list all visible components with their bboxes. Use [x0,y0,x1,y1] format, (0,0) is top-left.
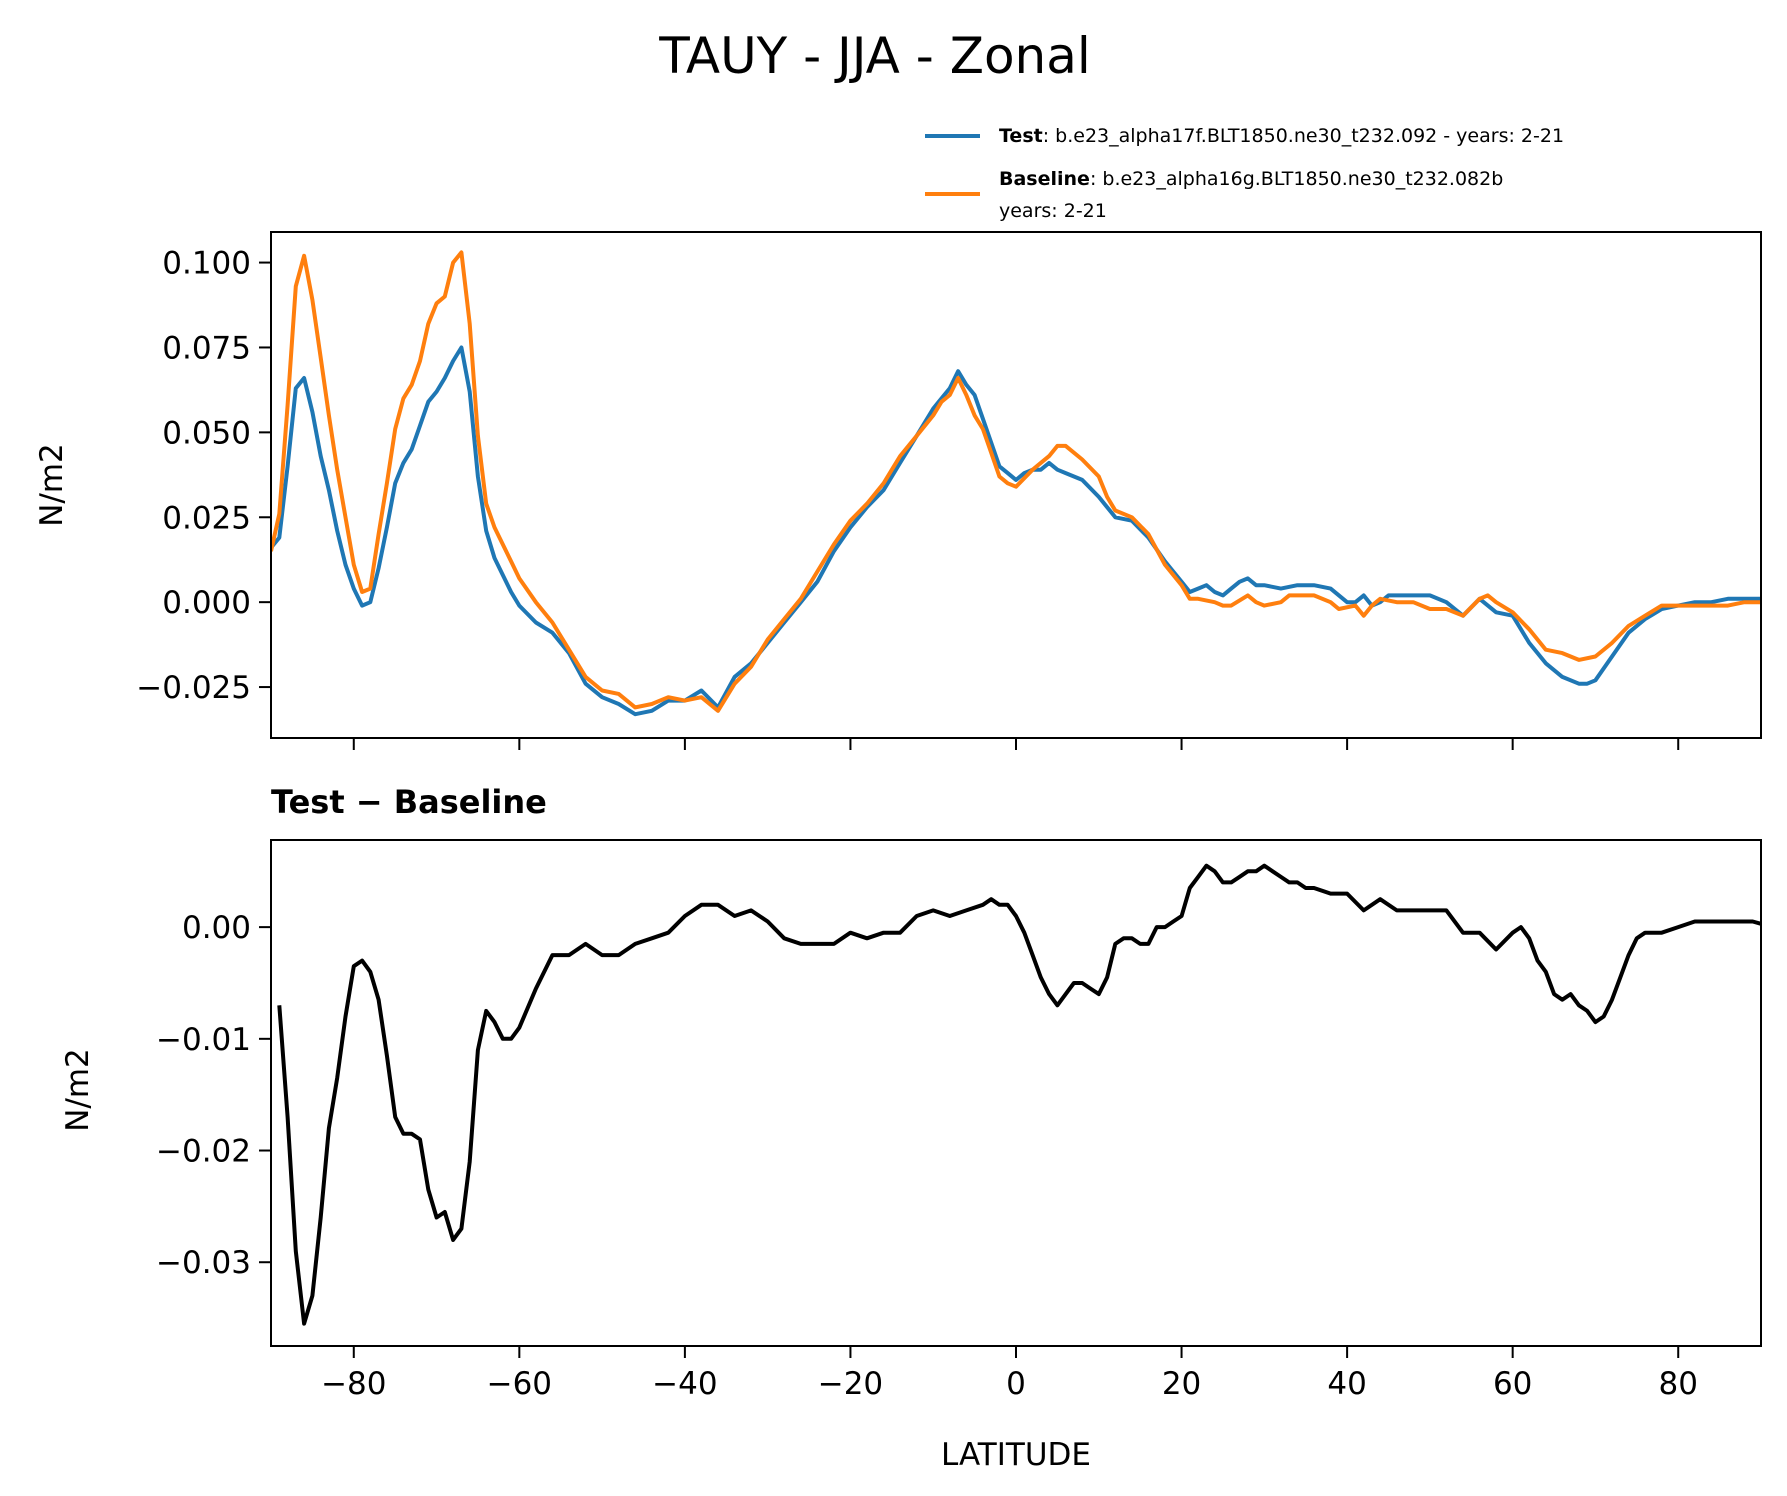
top-y-tick-label: 0.025 [162,500,251,536]
bottom-x-tick-label: 0 [1006,1366,1026,1402]
bottom-x-tick-label: 20 [1162,1366,1201,1402]
legend-baseline-label: Baseline: b.e23_alpha16g.BLT1850.ne30_t2… [999,168,1503,190]
bottom-x-tick-label: 80 [1658,1366,1697,1402]
top-y-tick-label: 0.100 [162,246,251,282]
top-series-group [271,250,1761,717]
legend-baseline-label-line2: years: 2-21 [999,200,1107,222]
bottom-series-group [277,863,1761,1326]
bottom-y-tick-label: −0.02 [156,1134,251,1170]
bottom-y-ticks: −0.03 −0.02 −0.01 0.00 [156,910,271,1281]
bottom-y-axis-label: N/m2 [60,1048,96,1132]
bottom-y-tick-label: −0.01 [156,1022,251,1058]
top-y-tick-label: −0.025 [136,670,251,706]
bottom-x-tick-label: −40 [652,1366,717,1402]
legend-test-label: Test: b.e23_alpha17f.BLT1850.ne30_t232.0… [999,125,1564,147]
legend-test-text: : b.e23_alpha17f.BLT1850.ne30_t232.092 -… [1043,125,1564,147]
legend: Test: b.e23_alpha17f.BLT1850.ne30_t232.0… [925,125,1564,222]
top-y-tick-label: 0.000 [162,585,251,621]
top-y-ticks: −0.025 0.000 0.025 0.050 0.075 0.100 [136,246,271,706]
bottom-panel-title: Test − Baseline [271,783,547,821]
legend-baseline-text: : b.e23_alpha16g.BLT1850.ne30_t232.082b [1090,168,1503,190]
top-y-tick-label: 0.075 [162,330,251,366]
top-y-axis-label: N/m2 [34,443,70,527]
bottom-series-difference-line [277,863,1761,1326]
legend-test-bold: Test [999,125,1043,147]
legend-baseline-bold: Baseline [999,168,1090,190]
top-series-baseline-line [271,250,1761,713]
top-panel: −0.025 0.000 0.025 0.050 0.075 0.100 N/m2 [34,231,1762,750]
figure-title: TAUY - JJA - Zonal [658,27,1091,85]
bottom-y-tick-label: −0.03 [156,1245,251,1281]
bottom-panel: Test − Baseline −80 −60 −40 −20 0 20 40 60 80 −0… [60,783,1762,1473]
top-series-test-line [271,345,1761,717]
top-y-tick-label: 0.050 [162,415,251,451]
bottom-x-ticks: −80 −60 −40 −20 0 20 40 60 80 [321,1346,1698,1402]
bottom-x-tick-label: 40 [1327,1366,1366,1402]
bottom-x-tick-label: 60 [1493,1366,1532,1402]
bottom-x-tick-label: −60 [487,1366,552,1402]
bottom-y-tick-label: 0.00 [182,910,251,946]
bottom-x-axis-label: LATITUDE [941,1437,1091,1473]
bottom-x-tick-label: −80 [321,1366,386,1402]
top-x-ticks [352,738,1680,750]
bottom-x-tick-label: −20 [818,1366,883,1402]
